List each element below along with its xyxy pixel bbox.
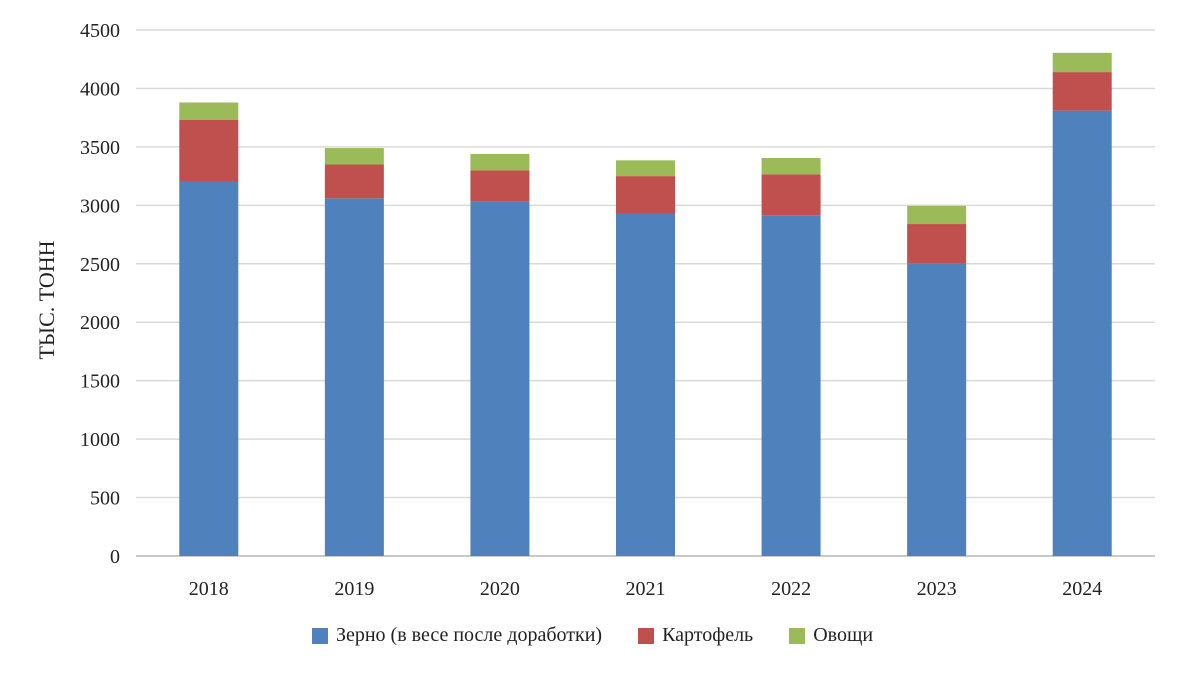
- legend: Зерно (в весе после доработки) Картофель…: [0, 624, 1185, 647]
- legend-swatch-potato: [638, 627, 655, 644]
- bar-segment-vegetables: [324, 148, 384, 165]
- bar-segment-potato: [761, 174, 821, 216]
- y-tick-label: 1500: [80, 371, 120, 393]
- bar-segment-vegetables: [761, 157, 821, 175]
- bar-segment-grain: [907, 263, 967, 556]
- y-tick-label: 4000: [80, 78, 120, 100]
- y-axis-label: ТЫС. ТОНН: [34, 240, 59, 359]
- bar-segment-vegetables: [907, 205, 967, 225]
- bar-segment-vegetables: [470, 153, 530, 171]
- legend-swatch-vegetables: [789, 627, 806, 644]
- bar-segment-grain: [470, 201, 530, 556]
- y-tick-label: 500: [90, 488, 120, 510]
- y-tick-label: 2000: [80, 312, 120, 334]
- x-axis-ticks: 2018 2019 2020 2021 2022 2023 2024: [189, 578, 1102, 600]
- x-tick-label: 2024: [1062, 578, 1102, 600]
- x-tick-label: 2021: [626, 578, 666, 600]
- bar-segment-potato: [1052, 72, 1112, 111]
- y-tick-label: 1000: [80, 429, 120, 451]
- legend-item-grain: Зерно (в весе после доработки): [311, 624, 603, 647]
- legend-item-vegetables: Овощи: [789, 624, 873, 647]
- x-tick-label: 2020: [480, 578, 520, 600]
- legend-swatch-grain: [311, 627, 328, 644]
- bar-segment-potato: [324, 164, 384, 199]
- x-tick-label: 2023: [917, 578, 957, 600]
- legend-label-potato: Картофель: [662, 624, 754, 646]
- bar-segment-grain: [324, 198, 384, 556]
- y-tick-label: 3000: [80, 195, 120, 217]
- y-tick-label: 4500: [80, 20, 120, 42]
- bar-segment-potato: [616, 176, 675, 214]
- legend-item-potato: Картофель: [638, 624, 753, 647]
- bar-segment-potato: [907, 224, 967, 264]
- bar-segment-vegetables: [1052, 52, 1112, 73]
- x-tick-label: 2018: [189, 578, 229, 600]
- y-tick-label: 3500: [80, 137, 120, 159]
- bar-segment-grain: [616, 213, 675, 556]
- bars: [179, 52, 1112, 557]
- x-tick-label: 2019: [334, 578, 374, 600]
- bar-segment-grain: [179, 181, 239, 556]
- bar-segment-vegetables: [179, 102, 239, 121]
- bar-segment-potato: [179, 120, 239, 182]
- legend-label-grain: Зерно (в весе после доработки): [335, 624, 603, 646]
- y-tick-label: 2500: [80, 254, 120, 276]
- bar-segment-grain: [761, 215, 821, 556]
- bar-segment-vegetables: [616, 160, 675, 177]
- x-tick-label: 2022: [771, 578, 811, 600]
- bar-segment-grain: [1052, 110, 1112, 557]
- y-tick-label: 0: [110, 546, 120, 568]
- legend-label-vegetables: Овощи: [813, 624, 874, 646]
- y-axis-ticks: 0 500 1000 1500 2000 2500 3000 3500 4000 4500: [80, 20, 120, 568]
- bar-segment-potato: [470, 170, 530, 202]
